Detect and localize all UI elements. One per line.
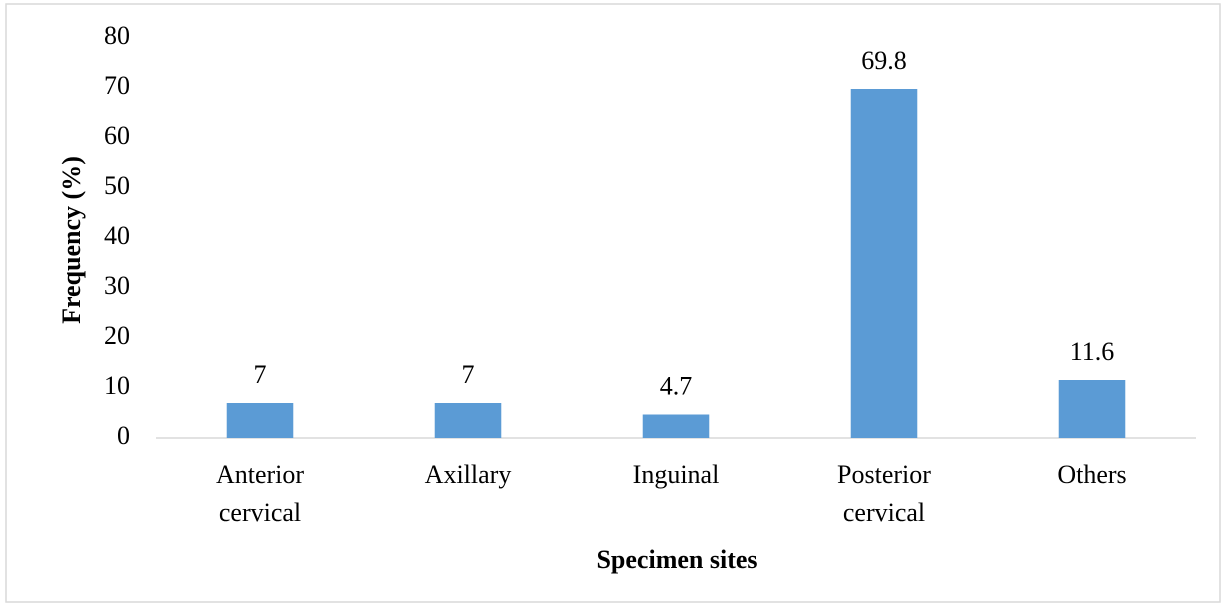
bar [434, 403, 502, 438]
data-label: 4.7 [660, 371, 693, 400]
x-tick-label: Posterior cervical [837, 460, 931, 527]
x-axis-title: Specimen sites [596, 545, 757, 574]
bar [850, 89, 918, 438]
y-axis-title: Frequency (%) [57, 156, 86, 324]
y-tick-label: 80 [104, 21, 130, 50]
y-tick-label: 30 [104, 271, 130, 300]
x-tick-label: Axillary [425, 460, 512, 489]
bar [226, 403, 294, 438]
y-tick-label: 70 [104, 71, 130, 100]
chart-frame [5, 3, 1221, 603]
bar [1058, 380, 1126, 438]
x-tick-label: Inguinal [633, 460, 720, 489]
x-tick-label: Others [1057, 460, 1126, 489]
y-tick-label: 0 [117, 421, 130, 450]
y-tick-label: 10 [104, 371, 130, 400]
y-tick-label: 50 [104, 171, 130, 200]
bar [642, 414, 710, 438]
data-label: 7 [462, 360, 475, 389]
y-tick-label: 40 [104, 221, 130, 250]
data-label: 7 [254, 360, 267, 389]
x-tick-label: Anterior cervical [216, 460, 304, 527]
data-label: 11.6 [1070, 337, 1115, 366]
y-tick-label: 60 [104, 121, 130, 150]
data-label: 69.8 [861, 46, 907, 75]
y-tick-label: 20 [104, 321, 130, 350]
